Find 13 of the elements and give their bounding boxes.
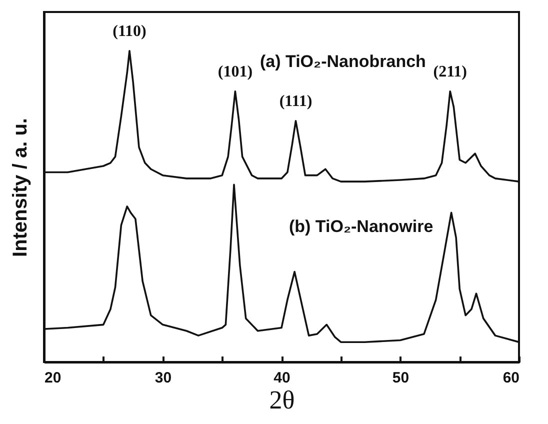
series-label: (b) TiO₂-Nanowire: [289, 217, 434, 236]
x-tick-label: 50: [392, 370, 410, 386]
series-label: (a) TiO₂-Nanobranch: [260, 52, 426, 71]
y-axis-title: Intensity / a. u.: [10, 118, 32, 257]
x-tick-label: 20: [44, 370, 62, 386]
annotation: (110): [112, 22, 146, 40]
x-tick-label: 30: [154, 370, 172, 386]
x-tick-label: 60: [502, 370, 520, 386]
x-axis-title: 2θ: [269, 386, 295, 414]
annotation: (101): [218, 63, 253, 80]
annotation: (111): [279, 92, 312, 110]
x-tick-label: 40: [274, 370, 290, 386]
annotation: (211): [433, 63, 468, 80]
